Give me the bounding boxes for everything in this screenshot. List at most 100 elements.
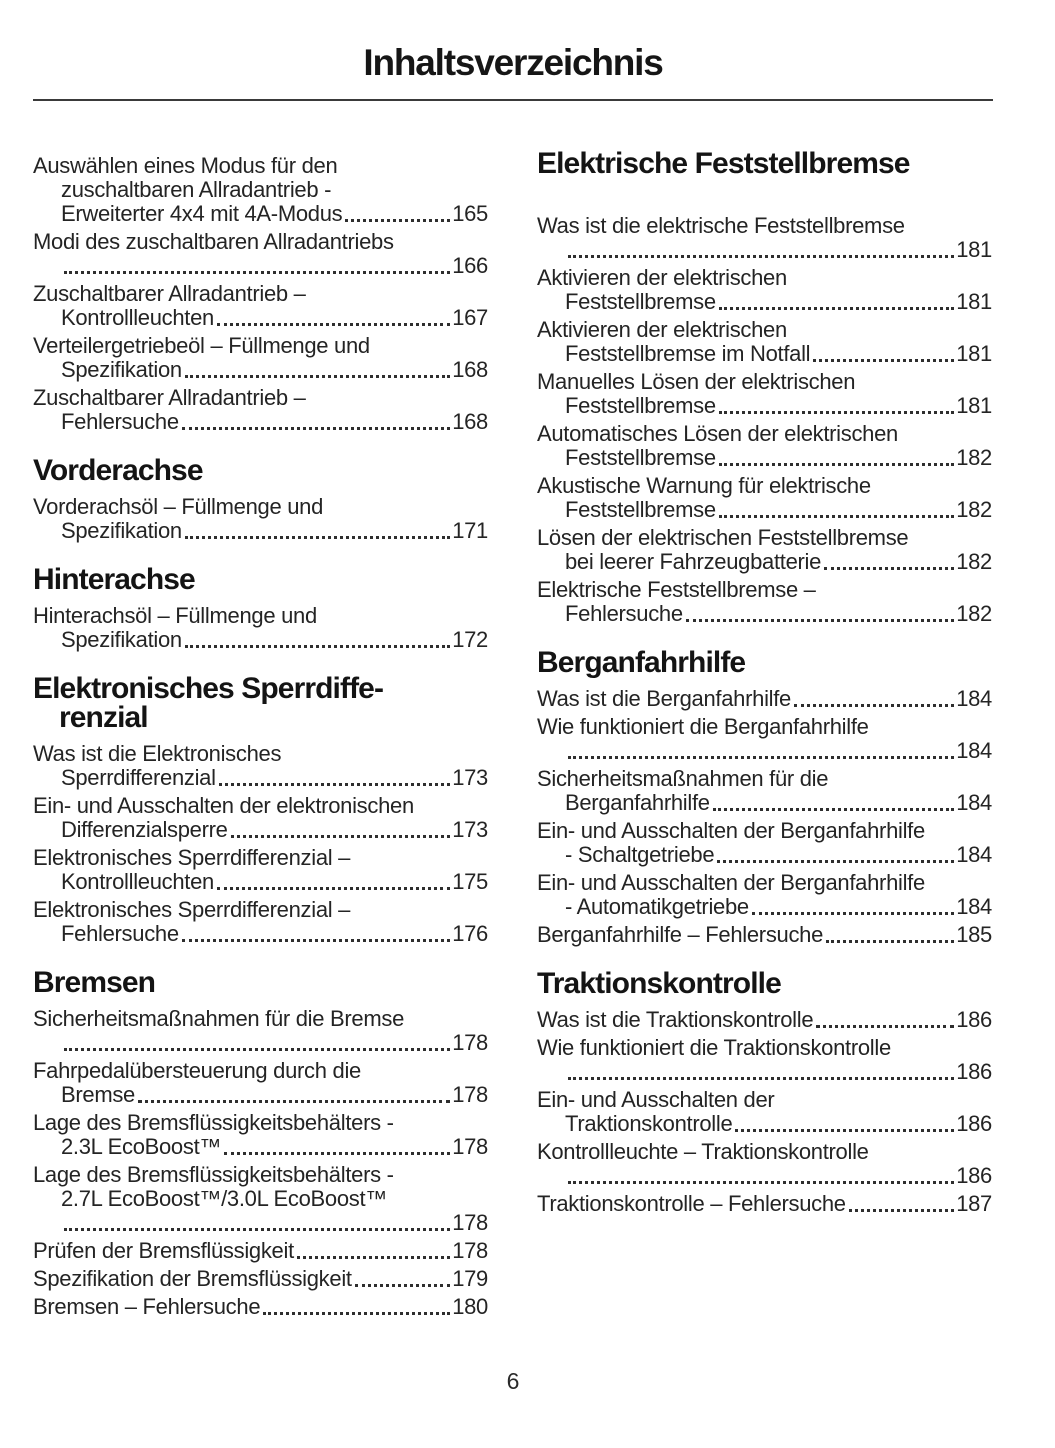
page-ref: 181	[956, 237, 992, 262]
dot-leader	[568, 255, 955, 258]
toc-column-2: Elektrische Feststellbremse Was ist die e…	[537, 149, 992, 1323]
toc-entry[interactable]: Spezifikation der Bremsflüssigkeit 179	[33, 1267, 488, 1291]
toc-entry[interactable]: Lage des Bremsflüssigkeitsbehälters -2.7…	[33, 1163, 488, 1235]
toc-entry-line: Feststellbremse 182	[537, 446, 992, 470]
toc-entry[interactable]: Sicherheitsmaßnahmen für die Bremse 178	[33, 1007, 488, 1055]
toc-entry-line: Ein- und Ausschalten der elektronischen	[33, 793, 414, 818]
toc-entry-line: Zuschaltbarer Allradantrieb –	[33, 385, 306, 410]
toc-entry-text: Feststellbremse	[565, 445, 716, 470]
toc-entry[interactable]: Manuelles Lösen der elektrischen Feststel…	[537, 370, 992, 418]
section-heading: Bremsen	[33, 966, 488, 999]
page-ref: 168	[452, 409, 488, 434]
section-heading: Hinterachse	[33, 565, 488, 595]
toc-entry-line: Sperrdifferenzial 173	[33, 766, 488, 790]
toc-entry-line: Prüfen der Bremsflüssigkeit 178	[33, 1239, 488, 1263]
toc-entry[interactable]: Auswählen eines Modus für den zuschaltbar…	[33, 154, 488, 226]
toc-entry[interactable]: Lage des Bremsflüssigkeitsbehälters -2.3…	[33, 1111, 488, 1159]
dot-leader	[354, 1284, 451, 1287]
toc-entry[interactable]: Automatisches Lösen der elektrischen Fest…	[537, 422, 992, 470]
toc-entry-line: Verteilergetriebeöl – Füllmenge und	[33, 333, 370, 358]
toc-entry-text: Fehlersuche	[61, 921, 179, 946]
toc-entry-text: - Automatikgetriebe	[565, 894, 749, 919]
toc-entry[interactable]: Fahrpedalübersteuerung durch die Bremse 17…	[33, 1059, 488, 1107]
toc-entry[interactable]: Ein- und Ausschalten der Berganfahrhilfe…	[537, 819, 992, 867]
dot-leader	[718, 307, 955, 310]
toc-entry[interactable]: Verteilergetriebeöl – Füllmenge und Spezi…	[33, 334, 488, 382]
toc-entry-line: - Automatikgetriebe 184	[537, 895, 992, 919]
toc-entry[interactable]: Wie funktioniert die Traktionskontrolle 1…	[537, 1036, 992, 1084]
dot-leader	[848, 1209, 955, 1212]
toc-entry[interactable]: Was ist die Berganfahrhilfe 184	[537, 687, 992, 711]
toc-entry-text: - Schaltgetriebe	[565, 842, 715, 867]
page-ref: 181	[956, 393, 992, 418]
page-ref: 184	[956, 842, 992, 867]
toc-entry[interactable]: Zuschaltbarer Allradantrieb – Fehlersuche…	[33, 386, 488, 434]
toc-entry[interactable]: Sicherheitsmaßnahmen für die Berganfahrhi…	[537, 767, 992, 815]
toc-entry[interactable]: Ein- und Ausschalten der Berganfahrhilfe…	[537, 871, 992, 919]
page-ref: 173	[452, 817, 488, 842]
page-ref: 182	[956, 601, 992, 626]
toc-entry[interactable]: Was ist die elektrische Feststellbremse 1…	[537, 214, 992, 262]
dot-leader	[568, 756, 955, 759]
page-ref: 165	[452, 201, 488, 226]
toc-entry-line: Traktionskontrolle – Fehlersuche 187	[537, 1192, 992, 1216]
toc-entry-line: Berganfahrhilfe 184	[537, 791, 992, 815]
toc-entry[interactable]: Was ist die Traktionskontrolle 186	[537, 1008, 992, 1032]
toc-entry[interactable]: Prüfen der Bremsflüssigkeit 178	[33, 1239, 488, 1263]
toc-entry[interactable]: Ein- und Ausschalten der elektronischen D…	[33, 794, 488, 842]
toc-columns: Auswählen eines Modus für den zuschaltbar…	[33, 149, 992, 1323]
dot-leader	[181, 939, 451, 942]
section-heading-line: Bremsen	[33, 966, 156, 999]
toc-entry[interactable]: Vorderachsöl – Füllmenge und Spezifikatio…	[33, 495, 488, 543]
dot-leader	[64, 1228, 451, 1231]
toc-entry[interactable]: Bremsen – Fehlersuche 180	[33, 1295, 488, 1319]
toc-entry-line: Automatisches Lösen der elektrischen	[537, 421, 898, 446]
toc-entry-line: Kontrollleuchten 175	[33, 870, 488, 894]
page-ref: 184	[956, 686, 992, 711]
toc-entry[interactable]: Traktionskontrolle – Fehlersuche 187	[537, 1192, 992, 1216]
dot-leader	[345, 219, 451, 222]
toc-entry[interactable]: Zuschaltbarer Allradantrieb – Kontrollleu…	[33, 282, 488, 330]
toc-entry-line: Lage des Bremsflüssigkeitsbehälters -	[33, 1110, 394, 1135]
page-ref: 175	[452, 869, 488, 894]
toc-entry-line: Wie funktioniert die Berganfahrhilfe	[537, 714, 869, 739]
toc-entry[interactable]: Aktivieren der elektrischen Feststellbrem…	[537, 266, 992, 314]
section-heading: Vorderachse	[33, 456, 488, 486]
toc-entry-text: Spezifikation	[61, 627, 182, 652]
toc-entry[interactable]: Modi des zuschaltbaren Allradantriebs 166	[33, 230, 488, 278]
page-ref: 184	[956, 790, 992, 815]
toc-entry[interactable]: Kontrollleuchte – Traktionskontrolle 186	[537, 1140, 992, 1188]
toc-entry-text: Feststellbremse im Notfall	[565, 341, 811, 366]
toc-entry-line: Aktivieren der elektrischen	[537, 317, 787, 342]
toc-entry-line: 2.3L EcoBoost™ 178	[33, 1135, 488, 1159]
toc-entry-text: Traktionskontrolle – Fehlersuche	[537, 1191, 846, 1216]
toc-entry-line: Feststellbremse im Notfall 181	[537, 342, 992, 366]
toc-entry[interactable]: Elektronisches Sperrdifferenzial – Kontro…	[33, 846, 488, 894]
section-heading: Elektrische Feststellbremse	[537, 147, 992, 180]
toc-entry[interactable]: Elektronisches Sperrdifferenzial – Fehler…	[33, 898, 488, 946]
toc-entry[interactable]: Aktivieren der elektrischen Feststellbrem…	[537, 318, 992, 366]
toc-entry-line: Fehlersuche 176	[33, 922, 488, 946]
section-heading-line: Elektrische Feststellbremse	[537, 147, 910, 180]
toc-entry[interactable]: Berganfahrhilfe – Fehlersuche 185	[537, 923, 992, 947]
toc-entry-line: Bremsen – Fehlersuche 180	[33, 1295, 488, 1319]
dot-leader	[751, 912, 955, 915]
toc-entry-line: Differenzialsperre 173	[33, 818, 488, 842]
dot-leader	[64, 271, 451, 274]
toc-entry-line: Fahrpedalübersteuerung durch die	[33, 1058, 361, 1083]
toc-entry[interactable]: Akustische Warnung für elektrische Festst…	[537, 474, 992, 522]
toc-entry[interactable]: Hinterachsöl – Füllmenge und Spezifikatio…	[33, 604, 488, 652]
toc-entry-line: 178	[33, 1211, 488, 1235]
toc-entry-line: Spezifikation der Bremsflüssigkeit 179	[33, 1267, 488, 1291]
dot-leader	[568, 1077, 955, 1080]
toc-entry-line: bei leerer Fahrzeugbatterie 182	[537, 550, 992, 574]
toc-entry-text: Spezifikation	[61, 518, 182, 543]
toc-entry[interactable]: Lösen der elektrischen Feststellbremse be…	[537, 526, 992, 574]
dot-leader	[712, 808, 955, 811]
toc-entry[interactable]: Ein- und Ausschalten der Traktionskontrol…	[537, 1088, 992, 1136]
dot-leader	[718, 463, 955, 466]
toc-entry[interactable]: Wie funktioniert die Berganfahrhilfe 184	[537, 715, 992, 763]
toc-entry[interactable]: Elektrische Feststellbremse – Fehlersuche…	[537, 578, 992, 626]
toc-entry[interactable]: Was ist die Elektronisches Sperrdifferenz…	[33, 742, 488, 790]
toc-entry-line: 166	[33, 254, 488, 278]
